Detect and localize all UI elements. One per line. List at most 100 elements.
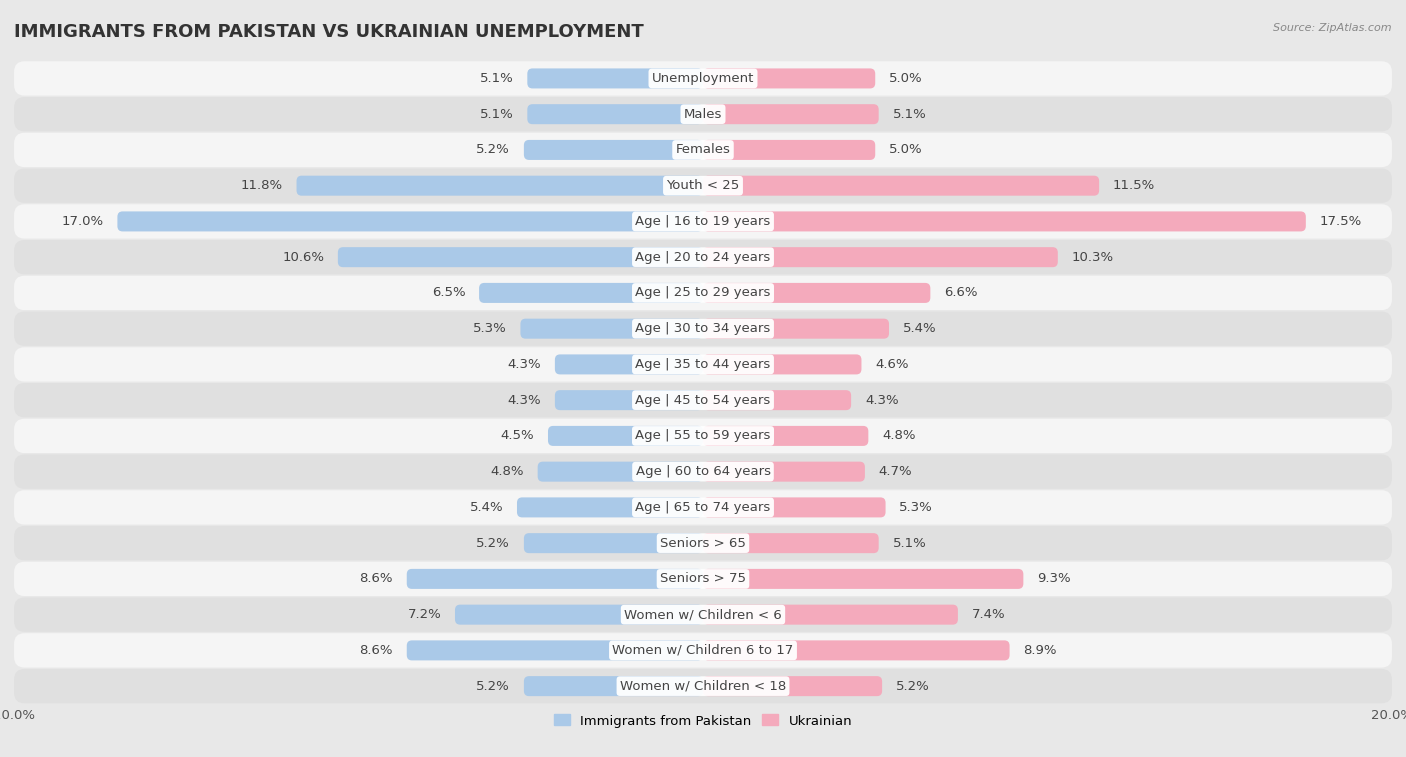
FancyBboxPatch shape	[703, 283, 931, 303]
FancyBboxPatch shape	[703, 319, 889, 338]
Text: 6.6%: 6.6%	[945, 286, 977, 300]
FancyBboxPatch shape	[703, 497, 886, 518]
Text: 11.5%: 11.5%	[1114, 179, 1156, 192]
FancyBboxPatch shape	[703, 462, 865, 481]
Text: Age | 60 to 64 years: Age | 60 to 64 years	[636, 465, 770, 478]
FancyBboxPatch shape	[703, 605, 957, 625]
FancyBboxPatch shape	[14, 311, 1392, 346]
FancyBboxPatch shape	[406, 569, 703, 589]
FancyBboxPatch shape	[527, 68, 703, 89]
FancyBboxPatch shape	[703, 354, 862, 375]
Text: 9.3%: 9.3%	[1038, 572, 1071, 585]
FancyBboxPatch shape	[520, 319, 703, 338]
Text: 5.3%: 5.3%	[900, 501, 934, 514]
Text: Age | 65 to 74 years: Age | 65 to 74 years	[636, 501, 770, 514]
FancyBboxPatch shape	[703, 211, 1306, 232]
FancyBboxPatch shape	[703, 533, 879, 553]
Text: 5.3%: 5.3%	[472, 322, 506, 335]
Text: 17.5%: 17.5%	[1320, 215, 1362, 228]
FancyBboxPatch shape	[14, 633, 1392, 668]
FancyBboxPatch shape	[14, 347, 1392, 382]
FancyBboxPatch shape	[703, 569, 1024, 589]
FancyBboxPatch shape	[14, 562, 1392, 596]
Text: 17.0%: 17.0%	[62, 215, 104, 228]
Text: Women w/ Children 6 to 17: Women w/ Children 6 to 17	[613, 644, 793, 657]
Text: 11.8%: 11.8%	[240, 179, 283, 192]
FancyBboxPatch shape	[337, 247, 703, 267]
Text: Age | 35 to 44 years: Age | 35 to 44 years	[636, 358, 770, 371]
Text: IMMIGRANTS FROM PAKISTAN VS UKRAINIAN UNEMPLOYMENT: IMMIGRANTS FROM PAKISTAN VS UKRAINIAN UN…	[14, 23, 644, 41]
FancyBboxPatch shape	[524, 533, 703, 553]
Text: Unemployment: Unemployment	[652, 72, 754, 85]
FancyBboxPatch shape	[703, 140, 875, 160]
FancyBboxPatch shape	[703, 676, 882, 696]
FancyBboxPatch shape	[406, 640, 703, 660]
Text: 8.6%: 8.6%	[360, 644, 392, 657]
Text: 6.5%: 6.5%	[432, 286, 465, 300]
FancyBboxPatch shape	[548, 426, 703, 446]
Text: 10.6%: 10.6%	[283, 251, 323, 263]
Text: 10.3%: 10.3%	[1071, 251, 1114, 263]
FancyBboxPatch shape	[14, 526, 1392, 560]
Text: Females: Females	[675, 143, 731, 157]
Text: 5.4%: 5.4%	[903, 322, 936, 335]
Text: Source: ZipAtlas.com: Source: ZipAtlas.com	[1274, 23, 1392, 33]
FancyBboxPatch shape	[297, 176, 703, 195]
Text: Women w/ Children < 18: Women w/ Children < 18	[620, 680, 786, 693]
Text: Age | 30 to 34 years: Age | 30 to 34 years	[636, 322, 770, 335]
Text: Seniors > 75: Seniors > 75	[659, 572, 747, 585]
FancyBboxPatch shape	[524, 676, 703, 696]
FancyBboxPatch shape	[14, 276, 1392, 310]
FancyBboxPatch shape	[14, 669, 1392, 703]
FancyBboxPatch shape	[524, 140, 703, 160]
Text: 5.4%: 5.4%	[470, 501, 503, 514]
FancyBboxPatch shape	[703, 68, 875, 89]
FancyBboxPatch shape	[555, 390, 703, 410]
Text: Seniors > 65: Seniors > 65	[659, 537, 747, 550]
Text: Women w/ Children < 6: Women w/ Children < 6	[624, 608, 782, 621]
FancyBboxPatch shape	[517, 497, 703, 518]
FancyBboxPatch shape	[14, 97, 1392, 131]
Text: 8.9%: 8.9%	[1024, 644, 1057, 657]
FancyBboxPatch shape	[14, 383, 1392, 417]
Text: 5.1%: 5.1%	[893, 537, 927, 550]
FancyBboxPatch shape	[14, 204, 1392, 238]
Text: Age | 45 to 54 years: Age | 45 to 54 years	[636, 394, 770, 407]
Text: 8.6%: 8.6%	[360, 572, 392, 585]
FancyBboxPatch shape	[703, 104, 879, 124]
FancyBboxPatch shape	[703, 247, 1057, 267]
Text: 7.4%: 7.4%	[972, 608, 1005, 621]
Text: 5.0%: 5.0%	[889, 143, 922, 157]
Text: Youth < 25: Youth < 25	[666, 179, 740, 192]
Text: Age | 25 to 29 years: Age | 25 to 29 years	[636, 286, 770, 300]
Text: 7.2%: 7.2%	[408, 608, 441, 621]
Text: Males: Males	[683, 107, 723, 120]
FancyBboxPatch shape	[14, 132, 1392, 167]
Text: 5.2%: 5.2%	[896, 680, 929, 693]
Text: Age | 16 to 19 years: Age | 16 to 19 years	[636, 215, 770, 228]
FancyBboxPatch shape	[703, 390, 851, 410]
FancyBboxPatch shape	[555, 354, 703, 375]
Text: 4.3%: 4.3%	[865, 394, 898, 407]
Text: 5.0%: 5.0%	[889, 72, 922, 85]
FancyBboxPatch shape	[479, 283, 703, 303]
Legend: Immigrants from Pakistan, Ukrainian: Immigrants from Pakistan, Ukrainian	[548, 709, 858, 733]
FancyBboxPatch shape	[703, 426, 869, 446]
Text: 4.6%: 4.6%	[875, 358, 908, 371]
Text: 5.1%: 5.1%	[893, 107, 927, 120]
FancyBboxPatch shape	[14, 61, 1392, 95]
Text: 4.8%: 4.8%	[882, 429, 915, 442]
FancyBboxPatch shape	[703, 176, 1099, 195]
FancyBboxPatch shape	[14, 419, 1392, 453]
FancyBboxPatch shape	[14, 169, 1392, 203]
FancyBboxPatch shape	[14, 491, 1392, 525]
FancyBboxPatch shape	[527, 104, 703, 124]
FancyBboxPatch shape	[456, 605, 703, 625]
Text: Age | 55 to 59 years: Age | 55 to 59 years	[636, 429, 770, 442]
Text: 4.8%: 4.8%	[491, 465, 524, 478]
FancyBboxPatch shape	[537, 462, 703, 481]
FancyBboxPatch shape	[14, 597, 1392, 632]
Text: 4.3%: 4.3%	[508, 394, 541, 407]
Text: 5.1%: 5.1%	[479, 72, 513, 85]
Text: 4.3%: 4.3%	[508, 358, 541, 371]
